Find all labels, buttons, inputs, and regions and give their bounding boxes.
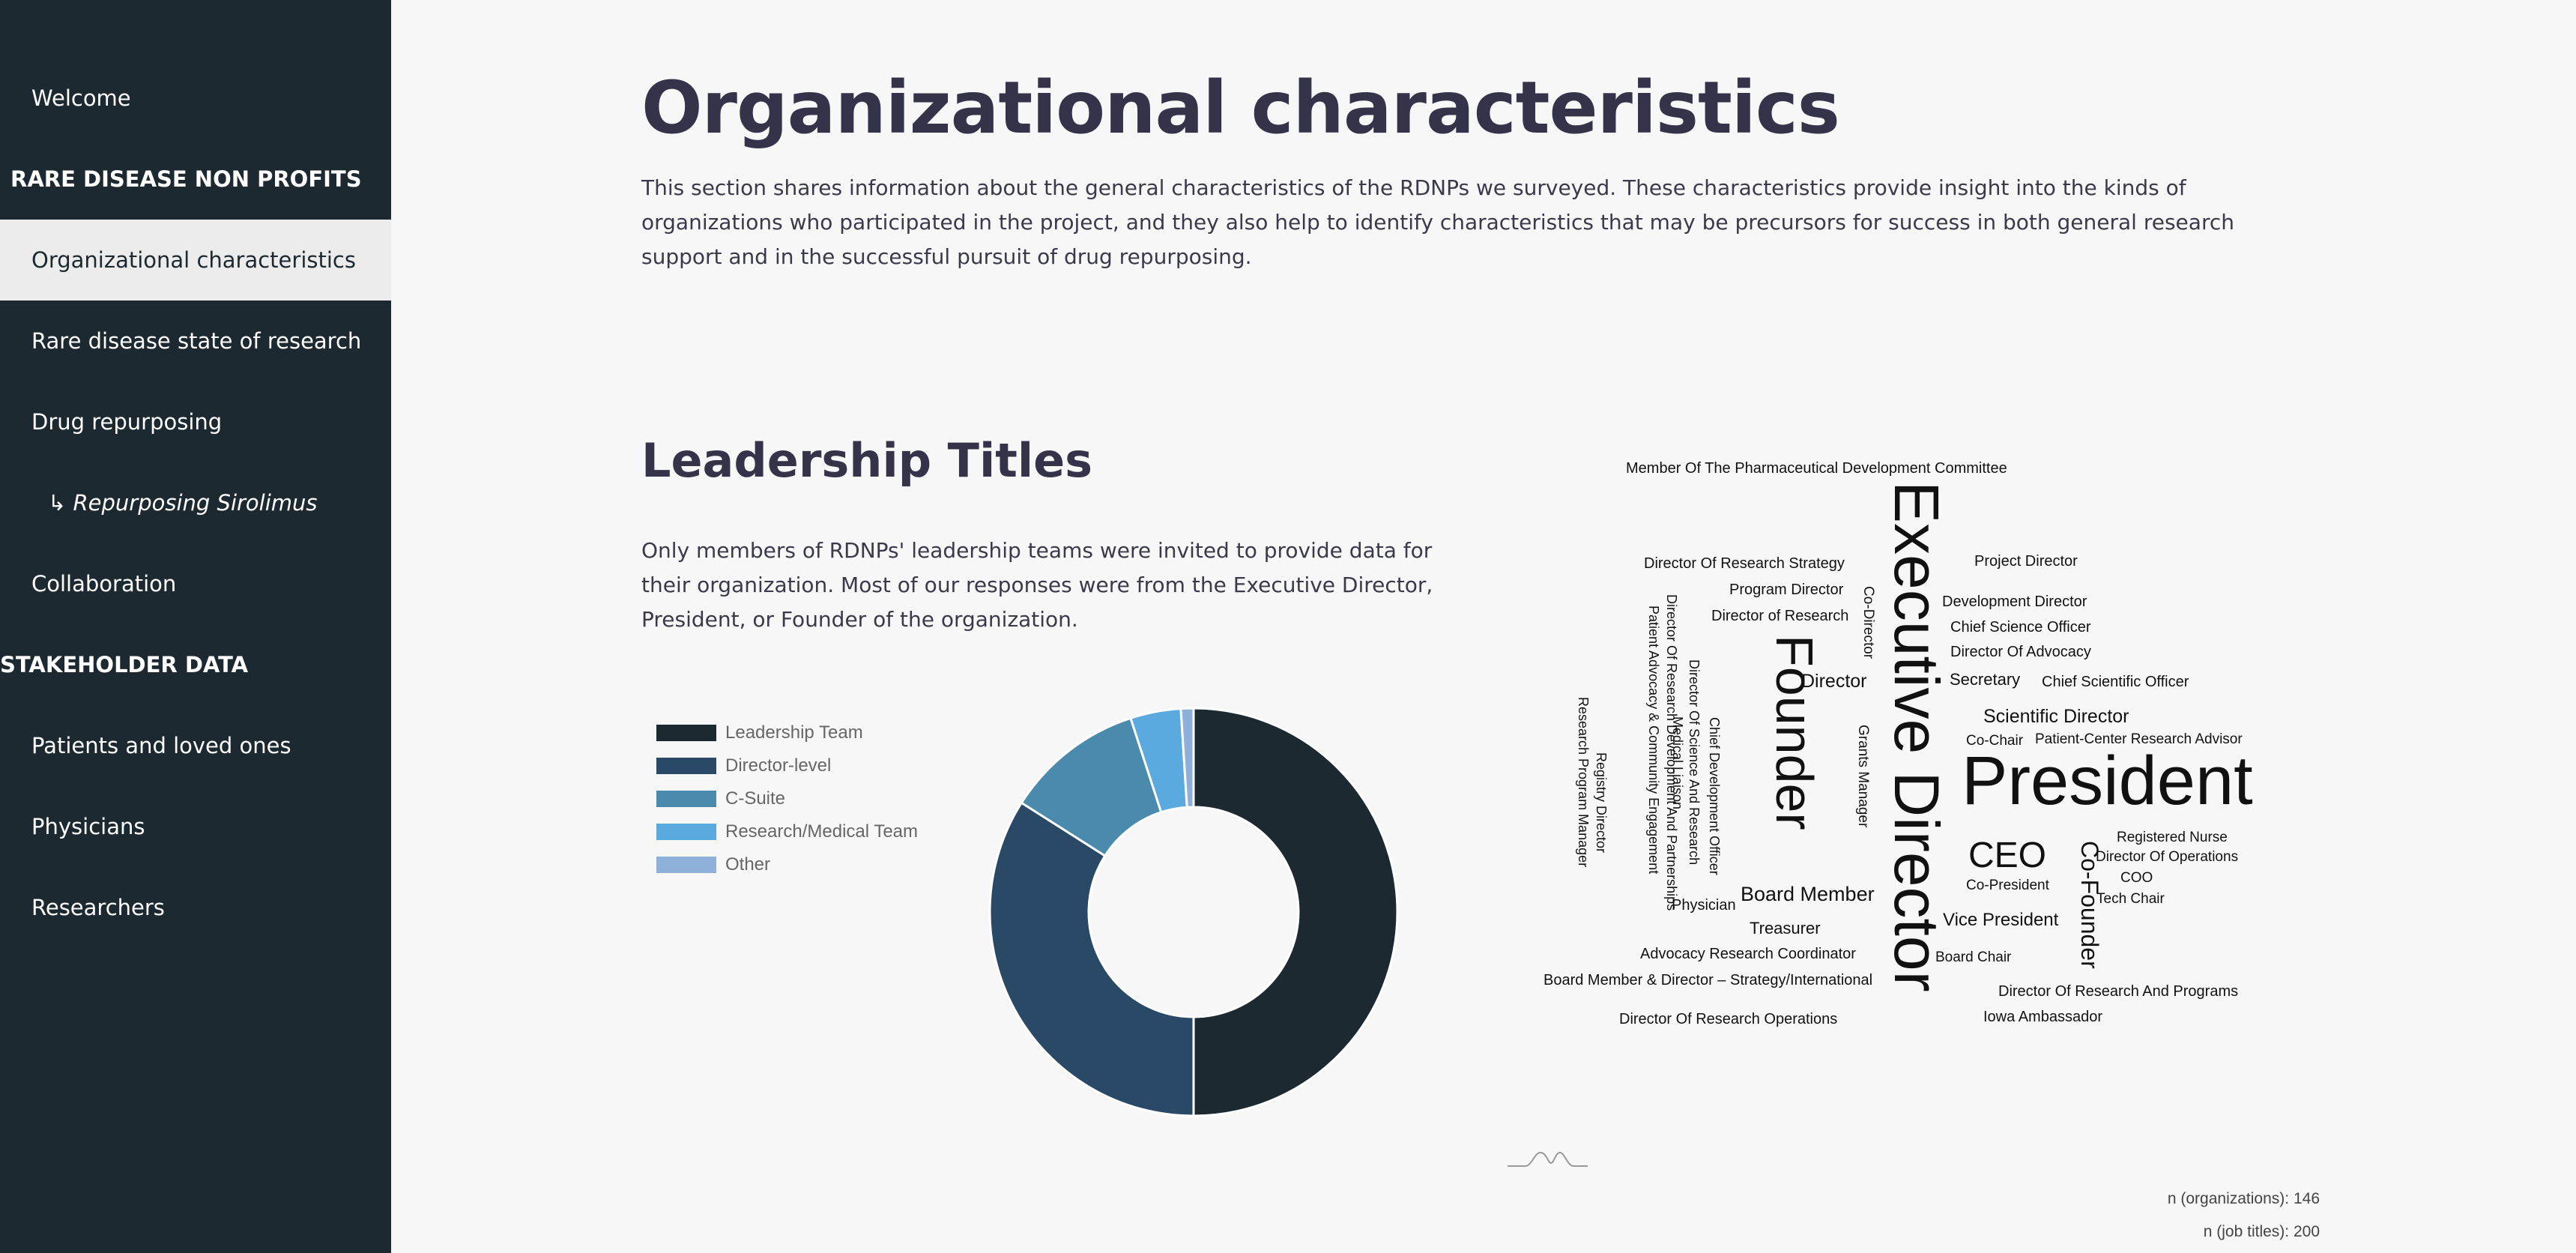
word-cloud-word: Patient-Center Research Advisor xyxy=(2035,731,2243,747)
word-cloud-word: Registered Nurse xyxy=(2117,830,2228,845)
sidebar-heading-stakeholder-data: STAKEHOLDER DATA xyxy=(0,652,249,677)
word-cloud-word: COO xyxy=(2120,870,2153,886)
word-cloud-word: Program Director xyxy=(1729,582,1844,598)
word-cloud-word: Physician xyxy=(1672,897,1736,914)
word-cloud-word: Board Chair xyxy=(1935,949,2012,965)
job-title-word-cloud: Member Of The Pharmaceutical Development… xyxy=(1521,450,2300,1139)
section-title: Leadership Titles xyxy=(641,433,1093,488)
sidebar-heading-rare-disease-non-profits: RARE DISEASE NON PROFITS xyxy=(10,166,362,192)
word-cloud-word: Chief Science Officer xyxy=(1950,619,2091,635)
word-cloud-word: President xyxy=(1962,743,2253,819)
sidebar-item-patients-and-loved-ones[interactable]: Patients and loved ones xyxy=(31,733,291,758)
sidebar-item-welcome[interactable]: Welcome xyxy=(31,85,131,111)
word-cloud-word: Secretary xyxy=(1950,670,2021,689)
word-cloud-word: Director Of Research Strategy xyxy=(1644,555,1845,572)
n-organizations-count: n (organizations): 146 xyxy=(2167,1190,2320,1207)
word-cloud-word: Grants Manager xyxy=(1855,725,1871,828)
word-cloud-word: Chief Scientific Officer xyxy=(2042,674,2189,690)
sidebar-item-researchers[interactable]: Researchers xyxy=(31,895,165,920)
word-cloud-word: Director xyxy=(1801,671,1867,692)
legend-label: Other xyxy=(725,854,771,875)
n-job-titles-count: n (job titles): 200 xyxy=(2203,1223,2320,1240)
legend-label: Research/Medical Team xyxy=(725,821,919,842)
legend-label: Leadership Team xyxy=(725,722,863,743)
word-cloud-word: Founder xyxy=(1765,635,1824,830)
word-cloud-word: Director Of Research Operations xyxy=(1619,1011,1838,1027)
legend-label: C-Suite xyxy=(725,788,786,809)
word-cloud-word: Director Of Advocacy xyxy=(1950,644,2091,660)
word-cloud-word: CEO xyxy=(1968,836,2047,875)
word-cloud-word: Board Member & Director – Strategy/Inter… xyxy=(1544,972,1873,988)
leadership-donut-chart xyxy=(988,707,1399,1117)
sidebar-item-rare-disease-state-of-research[interactable]: Rare disease state of research xyxy=(31,328,362,354)
word-cloud-word: Co-President xyxy=(1966,878,2049,893)
word-cloud-word: Board Member xyxy=(1741,883,1875,905)
word-cloud-word: Co-Director xyxy=(1860,586,1876,659)
word-cloud-word: Tech Chair xyxy=(2096,891,2165,907)
sidebar-item-collaboration[interactable]: Collaboration xyxy=(31,571,177,597)
sidebar-item-physicians[interactable]: Physicians xyxy=(31,814,145,839)
legend-swatch xyxy=(656,758,716,774)
word-cloud-word: Research Program Manager xyxy=(1576,697,1591,868)
word-cloud-word: Patient Advocacy & Community Engagement xyxy=(1646,606,1661,875)
sidebar-item-organizational-characteristics[interactable]: Organizational characteristics xyxy=(0,220,391,301)
sidebar-item-repurposing-sirolimus[interactable]: ↳ Repurposing Sirolimus xyxy=(48,490,318,516)
word-cloud-word: Chief Development Officer xyxy=(1707,717,1722,875)
legend-swatch xyxy=(656,791,716,807)
word-cloud-word: Executive Director xyxy=(1881,481,1952,992)
word-cloud-word: Director Of Science And Research xyxy=(1687,659,1702,866)
word-cloud-word: Advocacy Research Coordinator xyxy=(1640,946,1856,962)
donut-slice-leadership-team[interactable] xyxy=(1192,707,1399,1117)
word-cloud-word: Director of Research xyxy=(1711,608,1849,624)
legend-label: Director-level xyxy=(725,755,832,776)
word-cloud-word: Development Director xyxy=(1942,594,2087,610)
word-cloud-word: Director Of Operations xyxy=(2096,849,2239,865)
word-cloud-word: Member Of The Pharmaceutical Development… xyxy=(1626,460,2007,477)
legend-swatch xyxy=(656,824,716,840)
donut-slice-director-level[interactable] xyxy=(988,801,1195,1117)
word-cloud-word: Iowa Ambassador xyxy=(1983,1009,2102,1025)
legend-swatch xyxy=(656,725,716,741)
sidebar: Welcome RARE DISEASE NON PROFITS Organiz… xyxy=(0,0,391,1253)
sidebar-item-drug-repurposing[interactable]: Drug repurposing xyxy=(31,409,223,435)
donut-slice-other[interactable] xyxy=(1179,707,1195,809)
word-cloud-word: Scientific Director xyxy=(1983,706,2129,727)
section-description: Only members of RDNPs' leadership teams … xyxy=(641,538,1433,632)
intro-paragraph: This section shares information about th… xyxy=(641,175,2234,269)
word-cloud-word: Director Of Research And Programs xyxy=(1998,983,2239,1000)
word-cloud-word: Vice President xyxy=(1943,910,2059,930)
word-cloud-word: Treasurer xyxy=(1750,919,1821,938)
word-cloud-word: Medical Liaison xyxy=(1670,716,1685,810)
word-cloud-word: Registry Director xyxy=(1594,752,1609,854)
word-cloud-word: Co-Chair xyxy=(1966,733,2024,749)
mountain-logo-icon xyxy=(1508,1151,1588,1167)
page-title: Organizational characteristics xyxy=(641,66,1840,150)
legend-swatch xyxy=(656,857,716,873)
word-cloud-word: Project Director xyxy=(1974,553,2078,570)
